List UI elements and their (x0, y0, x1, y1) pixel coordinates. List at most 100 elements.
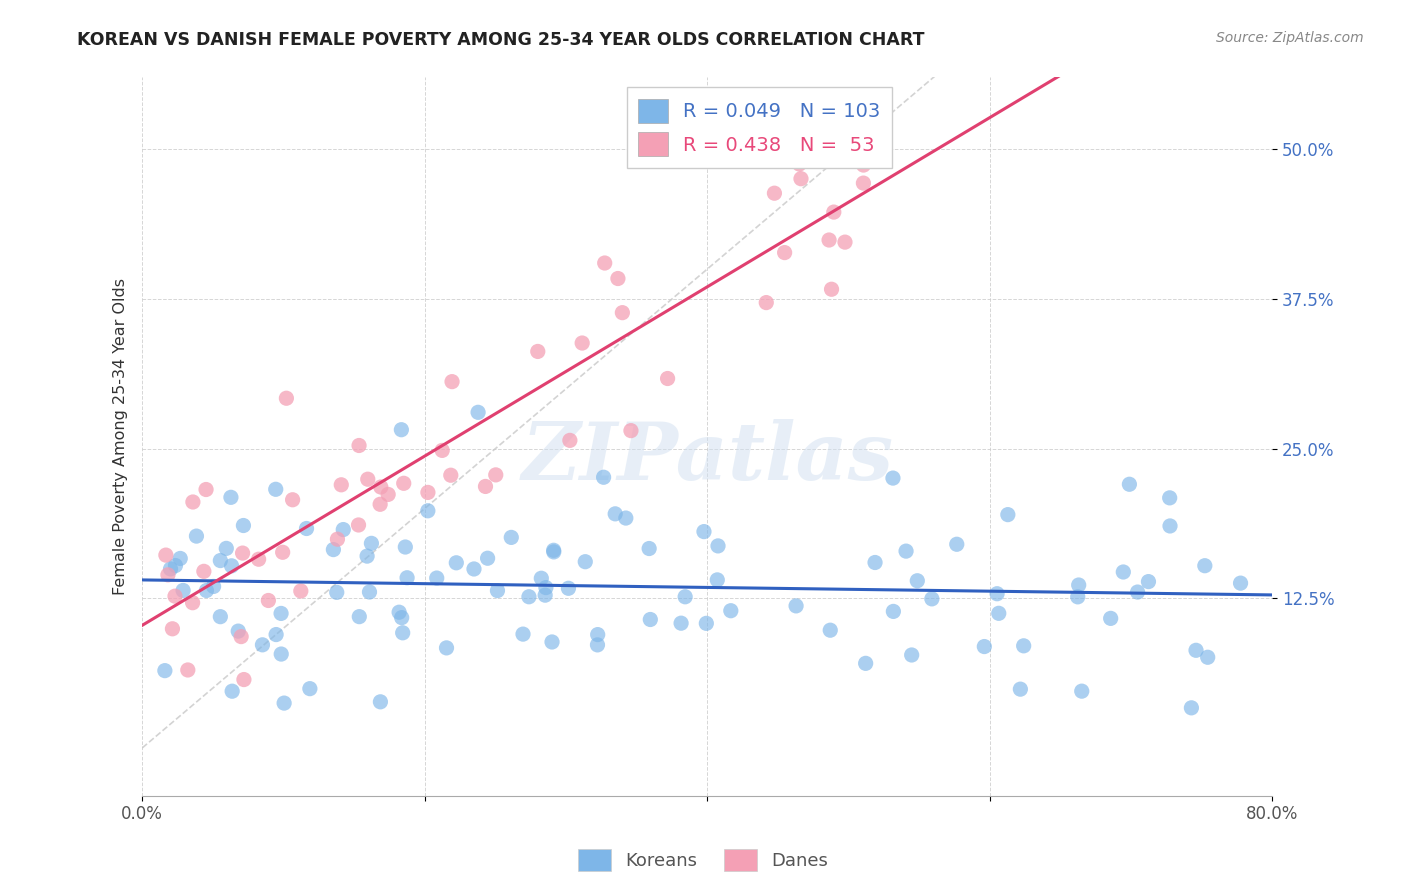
Koreans (1194, 558, 1216, 573)
Danes (326, 532, 349, 546)
Koreans (693, 524, 716, 539)
Koreans (1159, 519, 1181, 533)
Koreans (359, 585, 381, 599)
Koreans (1185, 643, 1208, 657)
Danes (156, 567, 179, 582)
Koreans (273, 696, 295, 710)
Danes (193, 565, 215, 579)
Koreans (894, 544, 917, 558)
Danes (818, 233, 841, 247)
Koreans (391, 610, 413, 624)
Koreans (921, 591, 943, 606)
Danes (247, 552, 270, 566)
Koreans (436, 640, 458, 655)
Koreans (394, 540, 416, 554)
Koreans (905, 574, 928, 588)
Koreans (221, 558, 243, 573)
Koreans (973, 640, 995, 654)
Koreans (389, 423, 412, 437)
Text: KOREAN VS DANISH FEMALE POVERTY AMONG 25-34 YEAR OLDS CORRELATION CHART: KOREAN VS DANISH FEMALE POVERTY AMONG 25… (77, 31, 925, 49)
Koreans (997, 508, 1019, 522)
Danes (276, 391, 298, 405)
Koreans (574, 555, 596, 569)
Koreans (1067, 578, 1090, 592)
Danes (571, 336, 593, 351)
Danes (823, 205, 845, 219)
Danes (377, 487, 399, 501)
Y-axis label: Female Poverty Among 25-34 Year Olds: Female Poverty Among 25-34 Year Olds (114, 278, 128, 595)
Koreans (215, 541, 238, 556)
Danes (368, 497, 391, 511)
Koreans (517, 590, 540, 604)
Koreans (165, 558, 187, 573)
Koreans (987, 607, 1010, 621)
Koreans (586, 638, 609, 652)
Koreans (541, 635, 564, 649)
Koreans (707, 539, 730, 553)
Koreans (882, 471, 904, 485)
Koreans (882, 604, 904, 618)
Koreans (614, 511, 637, 525)
Koreans (486, 583, 509, 598)
Koreans (986, 587, 1008, 601)
Koreans (1159, 491, 1181, 505)
Koreans (209, 609, 232, 624)
Koreans (426, 571, 449, 585)
Koreans (195, 583, 218, 598)
Koreans (673, 590, 696, 604)
Danes (526, 344, 548, 359)
Koreans (221, 684, 243, 698)
Text: Source: ZipAtlas.com: Source: ZipAtlas.com (1216, 31, 1364, 45)
Koreans (1067, 590, 1090, 604)
Koreans (669, 616, 692, 631)
Koreans (586, 627, 609, 641)
Danes (290, 584, 312, 599)
Koreans (463, 562, 485, 576)
Danes (485, 467, 508, 482)
Koreans (326, 585, 349, 599)
Koreans (264, 483, 287, 497)
Danes (474, 479, 496, 493)
Koreans (638, 541, 661, 556)
Koreans (396, 571, 419, 585)
Koreans (1118, 477, 1140, 491)
Danes (162, 622, 184, 636)
Danes (440, 468, 463, 483)
Danes (257, 593, 280, 607)
Koreans (349, 609, 371, 624)
Koreans (159, 562, 181, 576)
Koreans (501, 530, 523, 544)
Koreans (863, 556, 886, 570)
Legend: Koreans, Danes: Koreans, Danes (571, 842, 835, 879)
Koreans (695, 616, 717, 631)
Koreans (388, 605, 411, 619)
Danes (357, 472, 380, 486)
Danes (620, 424, 643, 438)
Koreans (172, 583, 194, 598)
Danes (181, 596, 204, 610)
Koreans (219, 491, 242, 505)
Koreans (530, 571, 553, 585)
Danes (281, 492, 304, 507)
Koreans (356, 549, 378, 563)
Danes (231, 630, 253, 644)
Text: ZIPatlas: ZIPatlas (522, 419, 893, 497)
Koreans (820, 624, 842, 638)
Danes (606, 271, 628, 285)
Danes (177, 663, 200, 677)
Koreans (209, 553, 232, 567)
Danes (755, 295, 778, 310)
Koreans (592, 470, 614, 484)
Koreans (1229, 576, 1251, 591)
Danes (347, 438, 370, 452)
Koreans (1012, 639, 1035, 653)
Koreans (332, 523, 354, 537)
Koreans (1180, 701, 1202, 715)
Danes (392, 476, 415, 491)
Danes (820, 282, 842, 296)
Koreans (370, 695, 392, 709)
Danes (232, 546, 254, 560)
Koreans (1010, 682, 1032, 697)
Danes (330, 477, 353, 491)
Danes (195, 483, 218, 497)
